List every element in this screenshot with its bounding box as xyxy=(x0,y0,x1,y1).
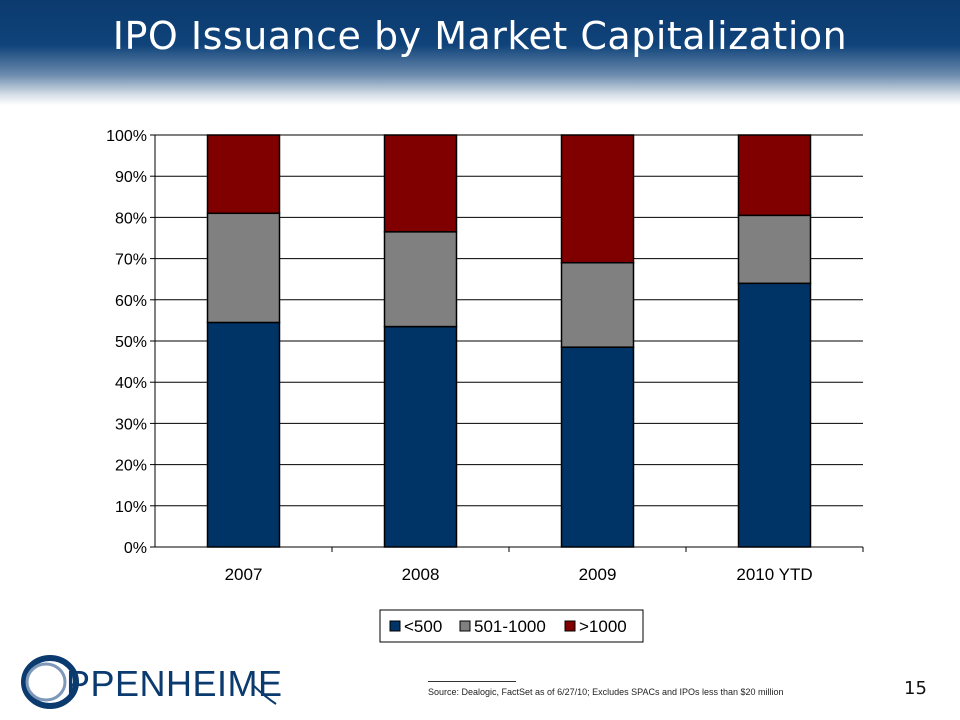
oppenheimer-logo: PPENHEIMER xyxy=(14,652,309,710)
y-tick-label: 10% xyxy=(115,499,147,516)
header-banner: IPO Issuance by Market Capitalization xyxy=(0,0,960,105)
legend-label: 501-1000 xyxy=(474,617,546,636)
legend-swatch xyxy=(564,620,576,632)
bar-segment xyxy=(206,212,281,324)
page-number: 15 xyxy=(904,678,927,699)
y-tick-label: 80% xyxy=(115,210,147,227)
y-tick-label: 0% xyxy=(124,540,147,557)
y-tick-label: 60% xyxy=(115,293,147,310)
logo-text: PPENHEIMER xyxy=(66,663,284,704)
y-tick-label: 70% xyxy=(115,252,147,269)
bar-segment xyxy=(383,134,458,233)
legend-swatch xyxy=(389,620,401,632)
bar-segment xyxy=(737,214,812,285)
x-tick-label: 2007 xyxy=(225,565,263,584)
y-axis: 0% 10% 20% 30% 40% 50% 60% 70% 80% 90% 100% xyxy=(106,128,156,557)
bar-segment xyxy=(560,261,635,348)
source-rule xyxy=(428,681,516,682)
y-tick-label: 30% xyxy=(115,416,147,433)
source-note: Source: Dealogic, FactSet as of 6/27/10;… xyxy=(428,687,784,697)
logo-swash-icon xyxy=(253,685,277,705)
logo-ring-icon xyxy=(21,655,79,709)
legend-label: <500 xyxy=(404,617,442,636)
bar-segment xyxy=(206,321,281,548)
bar-segment xyxy=(206,134,281,215)
y-tick-label: 100% xyxy=(106,128,147,145)
y-tick-label: 90% xyxy=(115,169,147,186)
x-axis: 2007 2008 2009 2010 YTD xyxy=(155,546,864,584)
bar-segment xyxy=(383,325,458,548)
bar-segment xyxy=(383,231,458,328)
x-tick-label: 2010 YTD xyxy=(736,565,812,584)
y-tick-label: 40% xyxy=(115,375,147,392)
x-tick-label: 2009 xyxy=(579,565,617,584)
legend-label: >1000 xyxy=(579,617,627,636)
bar-segment xyxy=(737,282,812,548)
legend-box xyxy=(379,609,644,643)
x-tick-label: 2008 xyxy=(402,565,440,584)
legend: <500 501-1000 >1000 xyxy=(379,609,644,643)
bar-segment xyxy=(560,346,635,548)
legend-swatch xyxy=(459,620,471,632)
chart-area: 0% 10% 20% 30% 40% 50% 60% 70% 80% 90% 100% 2007 20… xyxy=(40,105,880,650)
bars xyxy=(206,134,812,548)
bar-segment xyxy=(737,134,812,217)
logo-mark: PPENHEIMER xyxy=(21,655,309,709)
y-tick-label: 20% xyxy=(115,458,147,475)
logo-inner-ring-icon xyxy=(25,662,67,702)
page-title: IPO Issuance by Market Capitalization xyxy=(112,14,848,58)
bar-segment xyxy=(560,134,635,264)
stacked-bar-chart: 0%10%20%30%40%50%60%70%80%90%100% 2007 20… xyxy=(106,128,864,643)
y-tick-label: 50% xyxy=(115,334,147,351)
